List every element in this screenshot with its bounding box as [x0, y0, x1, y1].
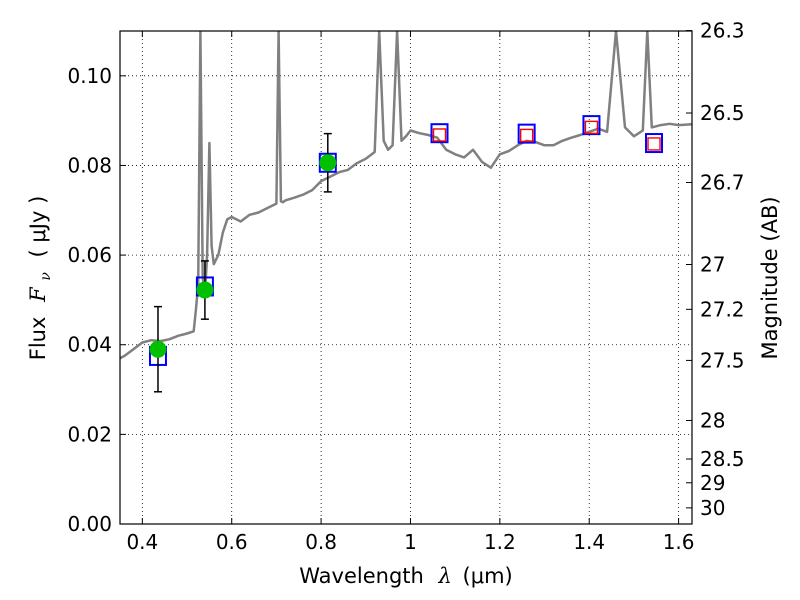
observed-photometry-point: [149, 340, 167, 358]
y-axis-label-units: ( μJy ): [26, 196, 50, 258]
y-tick-label: 0.00: [67, 512, 112, 536]
grid-lines: [120, 31, 692, 524]
x-tick-label: 1: [404, 530, 417, 554]
y-tick-label: 0.10: [67, 64, 112, 88]
magnitude-tick-label: 29: [700, 471, 725, 495]
x-tick-label: 1.6: [663, 530, 695, 554]
model-photometry-square: [582, 115, 601, 136]
x-tick-label: 0.8: [305, 530, 337, 554]
y-tick-label: 0.08: [67, 153, 112, 177]
x-axis-label-units: (μm): [463, 564, 513, 588]
axis-ticks: 0.4 0.6 0.8 1 1.2 1.4 1.6 0.00 0.02 0.04 0.06 0.08 0…: [67, 19, 744, 554]
x-axis-label: Wavelength λ (μm): [299, 564, 512, 588]
y-axis-label-prefix: Flux: [26, 317, 50, 361]
model-photometry-square: [430, 123, 449, 144]
model-photometry-square: [517, 123, 536, 144]
plot-markers: [148, 115, 664, 393]
upper-limit-square: [647, 137, 661, 151]
magnitude-tick-label: 26.3: [700, 19, 745, 43]
upper-limit-square: [519, 128, 534, 143]
observed-photometry-point: [196, 281, 214, 299]
magnitude-tick-label: 27.5: [700, 348, 745, 372]
x-tick-label: 1.4: [573, 530, 605, 554]
x-tick-label: 0.4: [126, 530, 158, 554]
magnitude-tick-label: 27.2: [700, 297, 745, 321]
x-axis-label-symbol: λ: [438, 564, 452, 588]
y-tick-label: 0.02: [67, 422, 112, 446]
x-axis-label-prefix: Wavelength: [299, 564, 424, 588]
magnitude-tick-label: 28: [700, 408, 725, 432]
y-tick-label: 0.04: [67, 333, 112, 357]
magnitude-tick-label: 26.5: [700, 101, 745, 125]
observed-photometry-point: [319, 154, 337, 172]
model-photometry-square: [645, 133, 664, 154]
magnitude-tick-label: 27: [700, 253, 725, 277]
y-axis-label-symbol: F: [26, 286, 50, 303]
y2-axis-label: Magnitude (AB): [758, 196, 782, 359]
magnitude-tick-label: 28.5: [700, 447, 745, 471]
y-axis-label: Flux F ν ( μJy ): [26, 196, 55, 361]
x-tick-label: 1.2: [484, 530, 516, 554]
x-tick-label: 0.6: [216, 530, 248, 554]
y-tick-label: 0.06: [67, 243, 112, 267]
magnitude-tick-label: 30: [700, 496, 725, 520]
y-axis-label-subscript: ν: [38, 272, 54, 281]
upper-limit-square: [584, 120, 599, 135]
magnitude-tick-label: 26.7: [700, 170, 745, 194]
plot-frame: [119, 30, 693, 525]
upper-limit-square: [432, 128, 447, 142]
